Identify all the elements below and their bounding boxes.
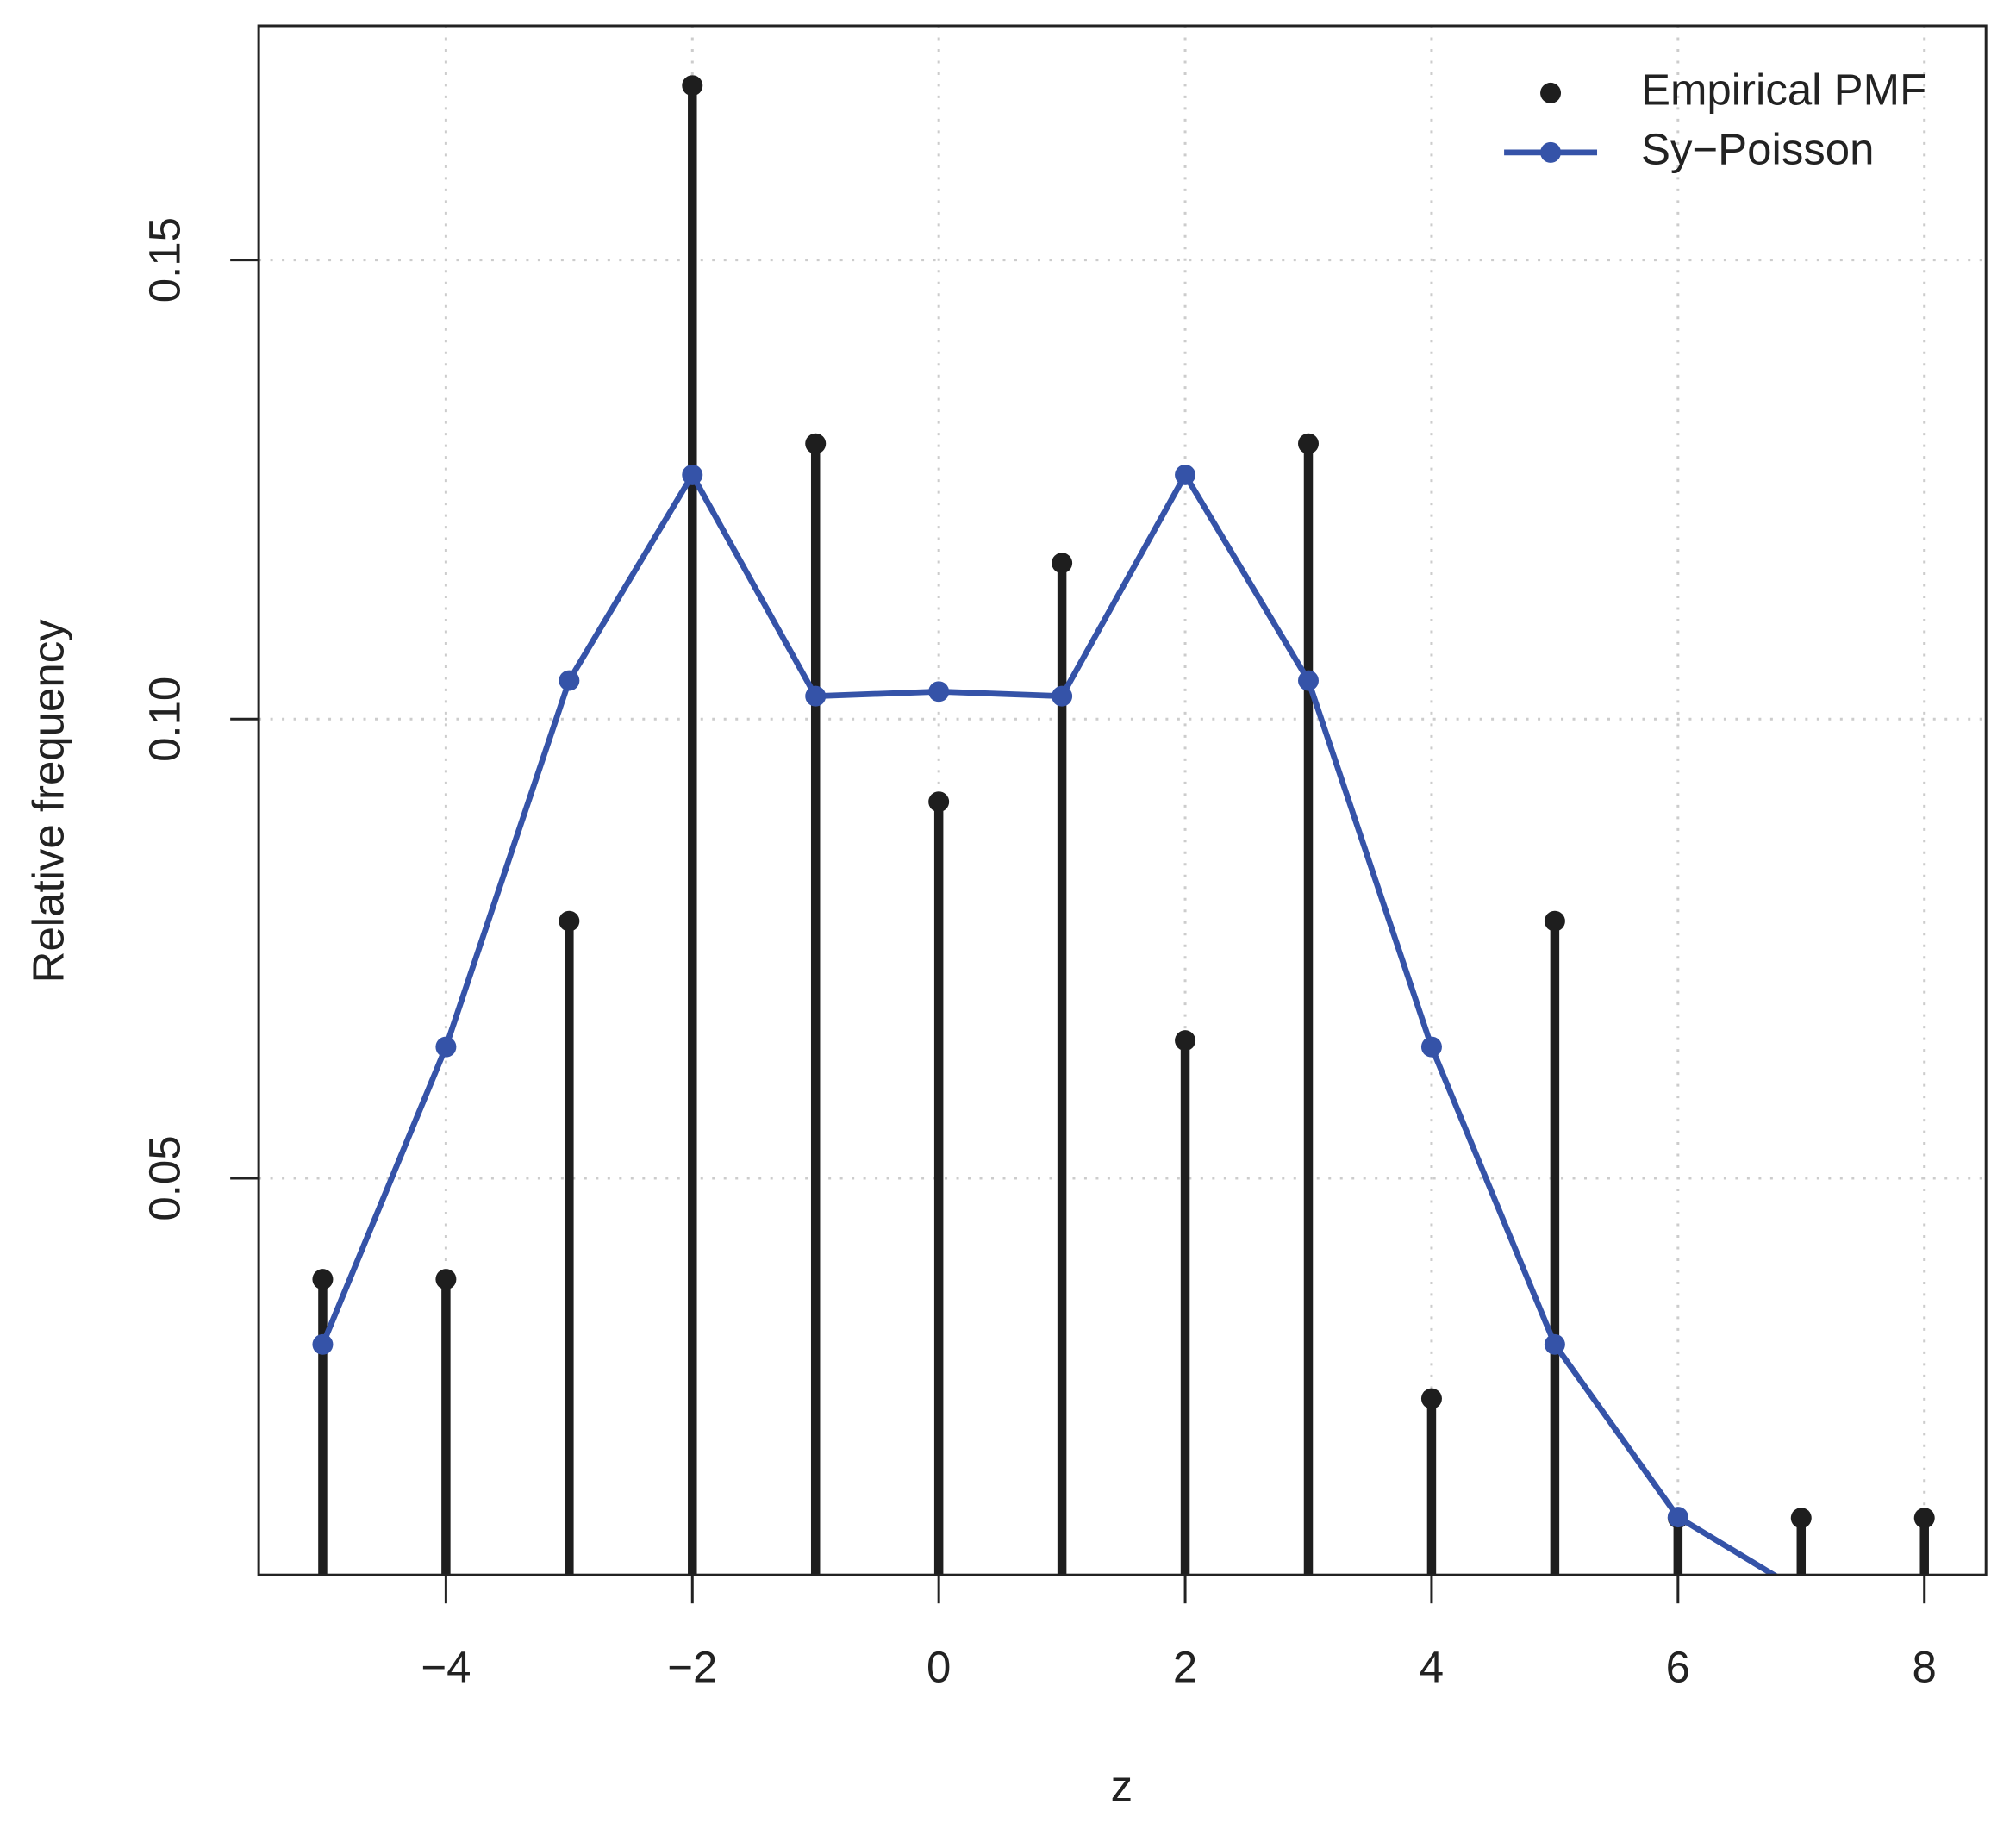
series-point xyxy=(805,685,827,707)
stem-point xyxy=(805,433,827,454)
x-tick-label: −2 xyxy=(667,1643,717,1692)
series-point xyxy=(1791,1581,1812,1601)
x-tick-label: 6 xyxy=(1666,1643,1690,1692)
stem-point xyxy=(928,791,950,813)
x-tick-label: 4 xyxy=(1420,1643,1444,1692)
grid xyxy=(259,25,1987,1576)
series-point xyxy=(435,1036,457,1058)
series-point xyxy=(1420,1036,1442,1058)
stem-point xyxy=(1913,1508,1935,1529)
stem-point xyxy=(1175,1030,1196,1052)
stem-point xyxy=(1790,1508,1812,1529)
legend: Empirical PMF Sy−Poisson xyxy=(1504,65,1926,173)
legend-label: Sy−Poisson xyxy=(1641,124,1874,173)
series-point xyxy=(928,681,950,702)
stem-point xyxy=(1420,1388,1442,1409)
series-point xyxy=(1544,1333,1565,1355)
series-point xyxy=(559,670,580,691)
legend-marker xyxy=(1540,82,1562,103)
legend-marker xyxy=(1540,141,1562,163)
plot-area xyxy=(312,75,1935,1601)
y-tick-label: 0.15 xyxy=(140,217,190,303)
series-point xyxy=(682,464,703,485)
stem-point xyxy=(1052,553,1073,574)
series-point xyxy=(312,1333,334,1355)
stem-point xyxy=(1298,433,1319,454)
stem-point xyxy=(435,1269,457,1290)
x-tick-label: 2 xyxy=(1173,1643,1197,1692)
stem-point xyxy=(682,75,703,97)
series-point xyxy=(1052,685,1073,707)
y-tick-label: 0.05 xyxy=(140,1135,190,1221)
y-tick-label: 0.10 xyxy=(140,677,190,762)
y-axis-title: Relative frequency xyxy=(24,619,73,983)
series-point xyxy=(1175,464,1196,485)
series-point xyxy=(1298,670,1319,691)
stem-point xyxy=(312,1269,334,1290)
x-tick-label: 8 xyxy=(1913,1643,1937,1692)
x-tick-label: 0 xyxy=(927,1643,951,1692)
x-tick-label: −4 xyxy=(421,1643,471,1692)
stem-point xyxy=(559,910,580,932)
plot-frame xyxy=(257,24,1988,1576)
x-axis-title: z xyxy=(1111,1761,1133,1810)
stem-point xyxy=(1544,910,1565,932)
series-point xyxy=(1667,1507,1688,1528)
legend-label: Empirical PMF xyxy=(1641,65,1926,114)
